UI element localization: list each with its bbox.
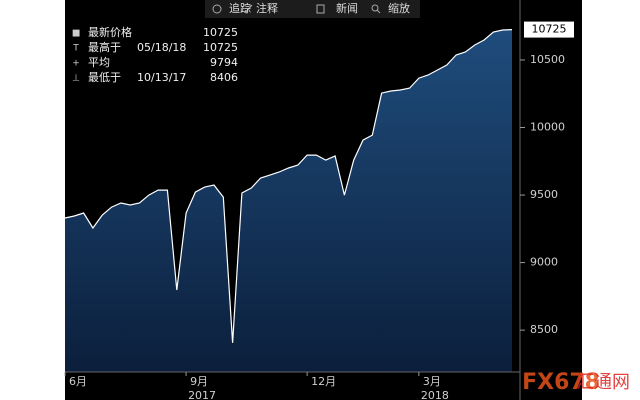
legend-label: 最低于	[88, 71, 121, 84]
legend-value: 8406	[210, 71, 238, 84]
x-axis-band	[65, 372, 582, 400]
legend-label: 最高于	[88, 40, 121, 54]
x-tick-label: 6月	[69, 375, 87, 388]
legend-value: 10725	[203, 26, 238, 39]
legend-marker: ■	[72, 29, 81, 39]
toolbar-button[interactable]: 新闻	[336, 1, 358, 15]
toolbar-button[interactable]: 注释	[256, 1, 278, 15]
y-tick-label: 9000	[530, 256, 558, 269]
legend-box	[66, 22, 244, 92]
legend-marker: +	[72, 59, 80, 69]
legend-date: 05/18/18	[137, 41, 186, 54]
toolbar-icons	[212, 4, 381, 14]
toolbar	[205, 0, 420, 18]
legend-value: 10725	[203, 41, 238, 54]
y-tick-label: 8500	[530, 323, 558, 336]
x-year-label: 2017	[188, 389, 216, 400]
toolbar-button[interactable]: 缩放	[388, 1, 410, 15]
area	[65, 29, 512, 372]
watermark-brand: FX678	[522, 370, 600, 395]
x-tick-label: 12月	[311, 375, 336, 388]
legend-value: 9794	[210, 56, 238, 69]
y-tick-label: 9500	[530, 188, 558, 201]
plot-area	[64, 0, 582, 400]
x-tick-label: 9月	[190, 375, 208, 388]
x-tick-label: 3月	[423, 375, 441, 388]
last-value-tag	[524, 21, 574, 38]
legend: ■ 最新价格 10725 T 最高于 05/18/18 10725 + 平均 9794 ⊥ 最低于 10…	[72, 25, 238, 84]
legend-label: 最新价格	[88, 25, 132, 39]
legend-label: 平均	[88, 56, 110, 69]
watermark-name: 汇通网	[576, 372, 630, 393]
legend-marker: ⊥	[72, 74, 80, 84]
last-value-label: 10725	[532, 23, 567, 36]
y-tick-label: 10500	[530, 53, 565, 66]
y-tick-label: 10000	[530, 121, 565, 134]
legend-marker: T	[72, 44, 79, 54]
legend-date: 10/13/17	[137, 71, 186, 84]
line	[64, 29, 513, 343]
x-year-label: 2018	[421, 389, 449, 400]
toolbar-button[interactable]: 追踪	[229, 1, 251, 15]
